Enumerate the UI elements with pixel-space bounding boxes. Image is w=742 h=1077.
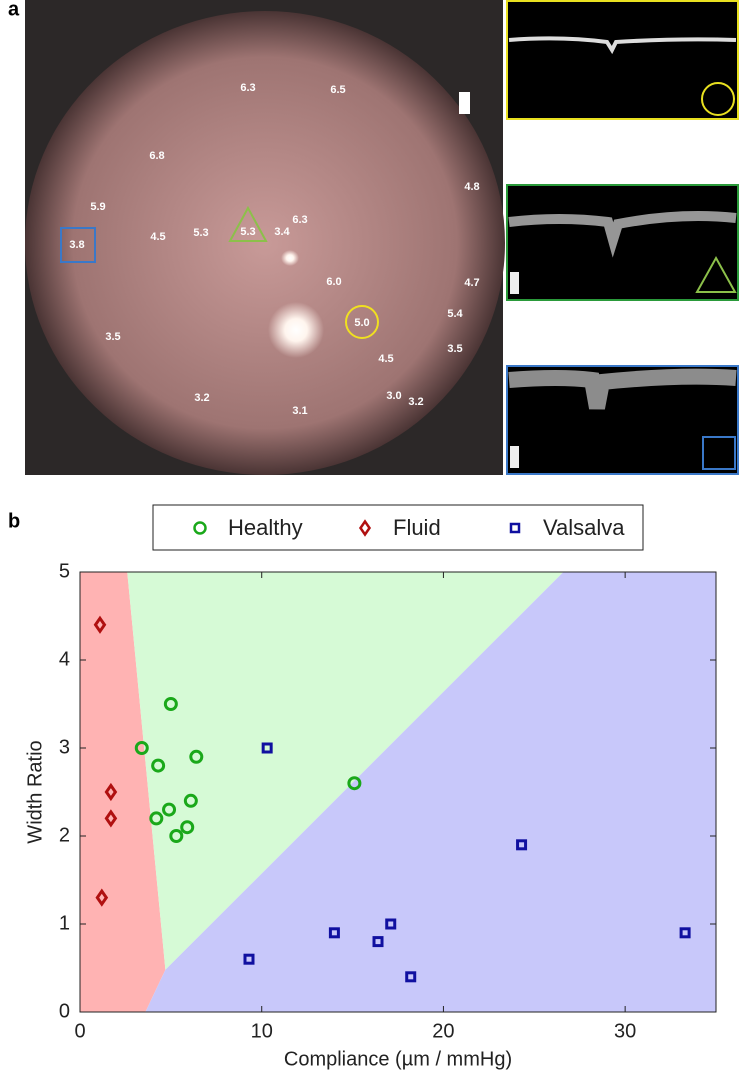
x-axis-label: Compliance (µm / mmHg): [284, 1048, 512, 1070]
marker: [151, 758, 166, 773]
marker: [93, 615, 107, 634]
legend-label: Fluid: [393, 515, 441, 540]
marker: [149, 811, 164, 826]
compliance-label: 5.0: [354, 317, 369, 329]
marker: [328, 927, 340, 939]
legend-label: Valsalva: [543, 515, 625, 540]
legend-label: Healthy: [228, 515, 303, 540]
compliance-label: 6.5: [330, 84, 345, 96]
x-tick-label: 30: [614, 1020, 636, 1042]
y-tick-label: 5: [59, 560, 70, 582]
panel-letter: a: [8, 0, 20, 20]
class-region: [145, 572, 717, 1012]
compliance-label: 3.8: [69, 239, 84, 251]
marker: [104, 782, 118, 802]
compliance-label: 3.4: [274, 226, 290, 238]
class-region: [127, 572, 564, 970]
compliance-label: 3.5: [105, 331, 120, 343]
marker: [358, 519, 372, 537]
compliance-label: 3.0: [386, 390, 401, 402]
fundus-labels: 6.3 6.5 6.8 4.8 5.9 6.3 3.8 4.5 5.3 5.3 …: [69, 82, 479, 417]
compliance-label: 6.0: [326, 276, 341, 288]
marker: [509, 522, 521, 534]
y-tick-label: 4: [59, 648, 70, 670]
compliance-label: 5.9: [90, 201, 105, 213]
compliance-label: 3.1: [292, 405, 307, 417]
oct-scans: [506, 0, 739, 475]
marker: [183, 793, 198, 808]
fundus-image: [25, 0, 505, 475]
compliance-label: 6.8: [149, 150, 164, 162]
compliance-label: 4.5: [378, 353, 393, 365]
compliance-label: 3.5: [447, 343, 462, 355]
marker: [193, 521, 207, 535]
compliance-label: 3.2: [194, 392, 209, 404]
marker: [516, 839, 528, 851]
marker: [385, 918, 397, 930]
marker: [243, 953, 255, 965]
panel-letter: b: [8, 510, 20, 532]
compliance-label: 4.8: [464, 181, 479, 193]
compliance-label: 4.7: [464, 277, 479, 289]
marker: [679, 927, 691, 939]
compliance-label: 5.3: [193, 227, 208, 239]
y-tick-label: 0: [59, 1000, 70, 1022]
marker: [169, 829, 184, 843]
marker: [189, 749, 204, 764]
x-tick-label: 0: [74, 1020, 85, 1042]
marker: [372, 936, 384, 948]
marker: [95, 888, 109, 907]
compliance-label: 4.5: [150, 231, 165, 243]
y-axis-label: Width Ratio: [24, 740, 46, 843]
scatter-plot: 0 10 20 30 0 1 2 3 4 5: [59, 560, 717, 1042]
x-tick-label: 10: [251, 1020, 273, 1042]
plot-frame: [79, 571, 717, 1013]
compliance-label: 6.3: [240, 82, 255, 94]
marker: [134, 741, 149, 755]
marker: [163, 697, 178, 711]
x-tick-label: 20: [432, 1020, 454, 1042]
y-tick-label: 3: [59, 736, 70, 758]
compliance-label: 3.2: [408, 396, 423, 408]
legend-box: [152, 504, 644, 551]
marker: [405, 971, 417, 983]
marker: [180, 820, 195, 835]
marker: [162, 802, 177, 817]
compliance-label: 6.3: [292, 214, 307, 226]
marker: [347, 776, 362, 791]
marker: [261, 742, 273, 754]
y-tick-label: 2: [59, 824, 70, 846]
compliance-label: 5.3: [240, 226, 255, 238]
marker: [104, 809, 118, 828]
compliance-label: 5.4: [447, 308, 463, 320]
y-tick-label: 1: [59, 912, 70, 934]
